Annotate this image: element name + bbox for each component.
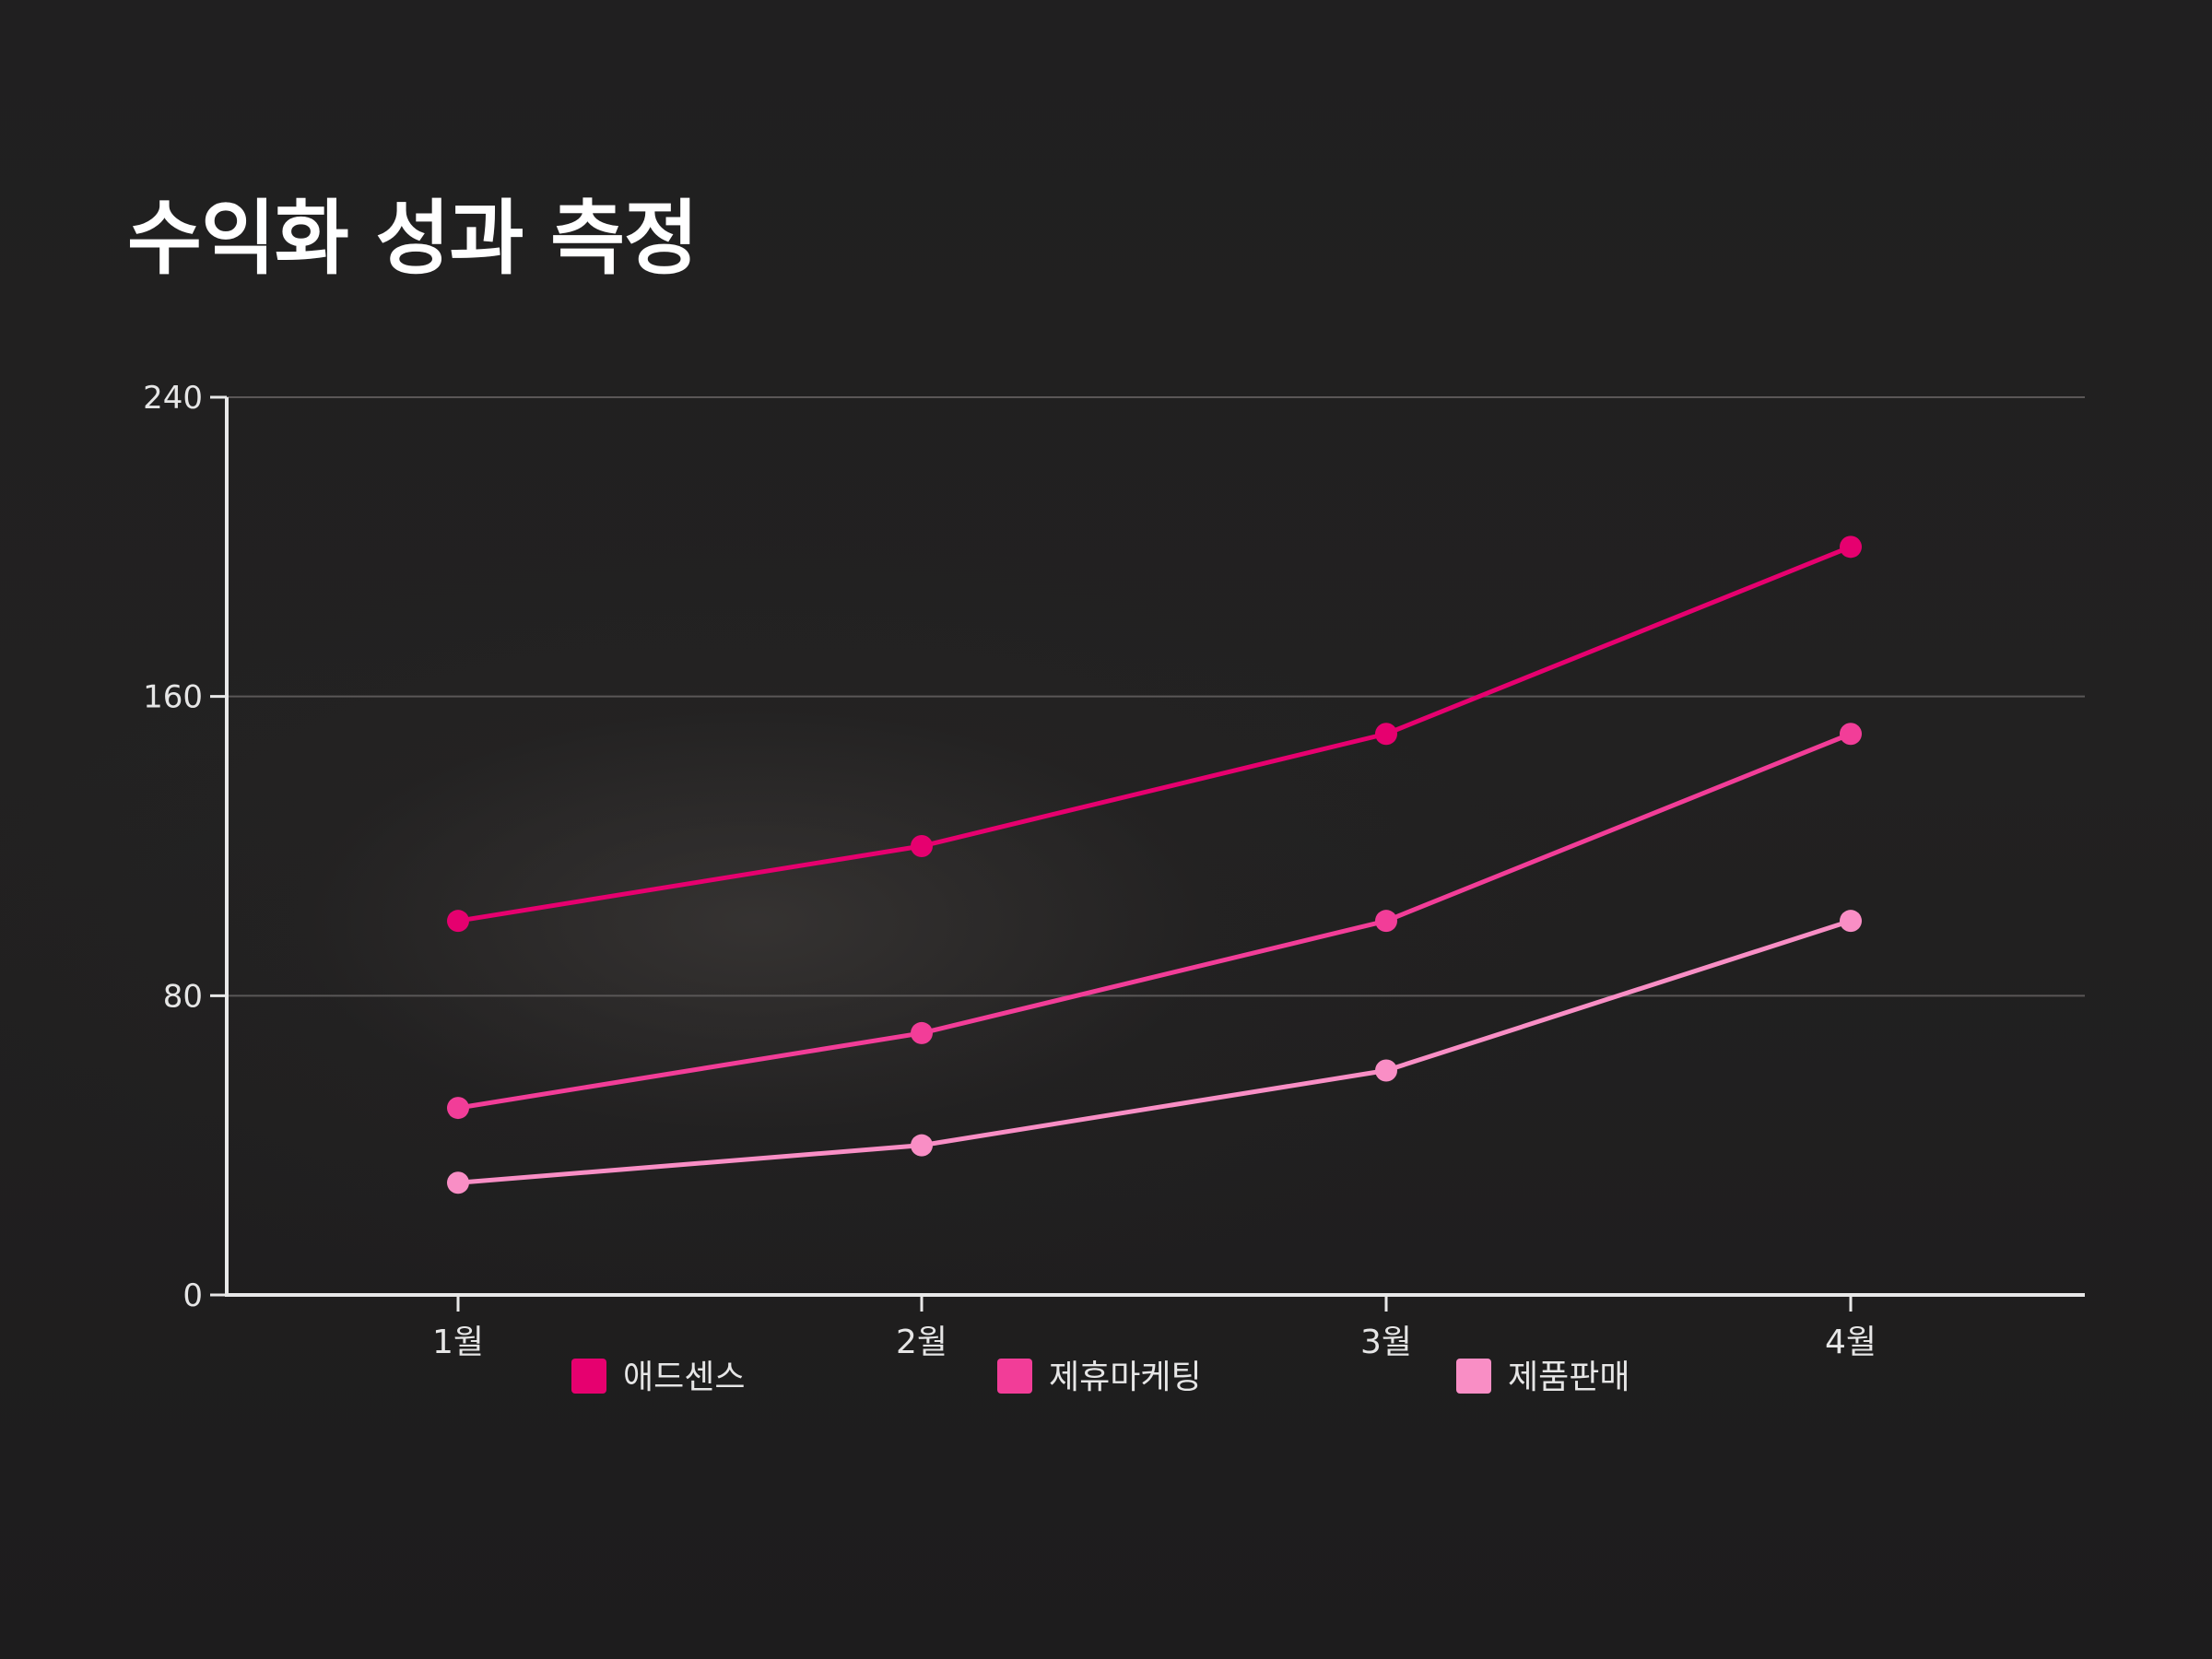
x-tick-label-3: 3월 xyxy=(1360,1324,1412,1361)
x-tick-label-4: 4월 xyxy=(1825,1324,1877,1361)
data-point-3-2 xyxy=(911,1134,933,1157)
data-point-2-4 xyxy=(1840,723,1862,746)
legend-swatch-1 xyxy=(571,1359,606,1394)
series-3 xyxy=(447,910,1862,1194)
legend: 애드센스 제휴마케팅 제품판매 xyxy=(571,1359,1630,1396)
series-layer xyxy=(447,535,1862,1194)
legend-label-1: 애드센스 xyxy=(623,1359,745,1396)
data-point-2-2 xyxy=(911,1021,933,1044)
legend-item-3: 제품판매 xyxy=(1456,1359,1630,1396)
y-tick-label-80: 80 xyxy=(163,978,203,1015)
page-title: 수익화 성과 측정 xyxy=(127,191,699,286)
series-line-3 xyxy=(455,918,1853,1185)
gridlines xyxy=(227,396,2085,997)
axes: 0 80 160 240 1월 2월 3월 4월 xyxy=(143,380,2085,1361)
data-point-3-3 xyxy=(1375,1059,1397,1082)
legend-label-2: 제휴마케팅 xyxy=(1049,1359,1202,1396)
x-tick-label-2: 2월 xyxy=(896,1324,947,1361)
series-1 xyxy=(447,535,1862,933)
data-point-1-3 xyxy=(1375,723,1397,746)
y-tick-label-160: 160 xyxy=(143,679,203,716)
y-tick-label-0: 0 xyxy=(182,1277,203,1314)
series-2 xyxy=(447,723,1862,1120)
x-tick-label-1: 1월 xyxy=(432,1324,484,1361)
data-point-1-1 xyxy=(447,910,469,933)
legend-item-1: 애드센스 xyxy=(571,1359,745,1396)
legend-swatch-2 xyxy=(997,1359,1032,1394)
legend-label-3: 제품판매 xyxy=(1508,1359,1630,1396)
data-point-1-2 xyxy=(911,835,933,857)
data-point-2-1 xyxy=(447,1097,469,1120)
series-line-2 xyxy=(455,731,1853,1111)
series-line-1 xyxy=(455,544,1853,924)
data-point-1-4 xyxy=(1840,535,1862,559)
y-tick-label-240: 240 xyxy=(143,380,203,417)
legend-swatch-3 xyxy=(1456,1359,1491,1394)
data-point-3-4 xyxy=(1840,910,1862,933)
data-point-3-1 xyxy=(447,1171,469,1194)
data-point-2-3 xyxy=(1375,910,1397,933)
legend-item-2: 제휴마케팅 xyxy=(997,1359,1202,1396)
